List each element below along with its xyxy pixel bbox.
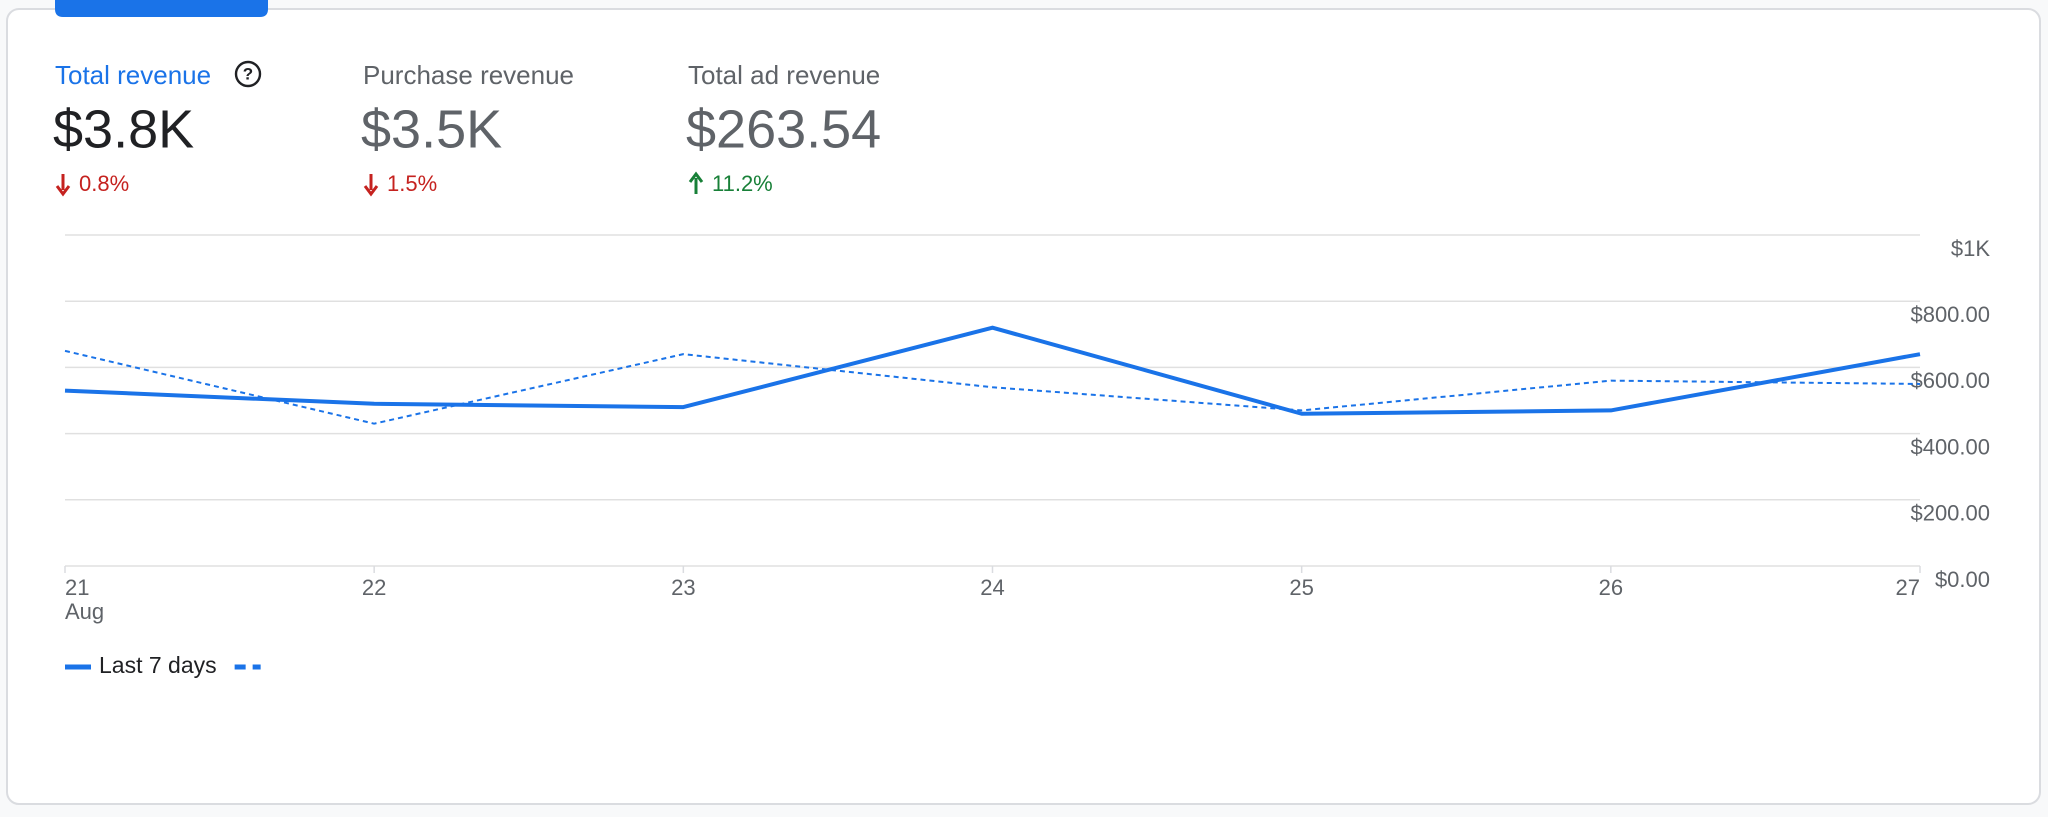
help-icon[interactable]: ? xyxy=(234,60,262,88)
x-tick-label: 24 xyxy=(980,575,1004,600)
x-tick-label: 23 xyxy=(671,575,695,600)
series-line xyxy=(64,349,1921,425)
metric-value: $263.54 xyxy=(686,99,881,159)
legend-label: Last 7 days xyxy=(99,652,217,678)
x-sublabel: Aug xyxy=(65,599,104,624)
tab-label: Purchase revenue xyxy=(363,60,574,90)
card xyxy=(6,8,2041,805)
metric-change: 0.8% xyxy=(79,171,129,196)
help-glyph: ? xyxy=(243,64,253,83)
trend-arrow xyxy=(363,174,379,197)
y-tick-label: $1K xyxy=(1951,236,1990,261)
y-tick-label: $800.00 xyxy=(1910,302,1990,327)
legend-item[interactable]: Last 7 days xyxy=(65,652,217,678)
metric-tab[interactable]: Total ad revenue $263.54 11.2% xyxy=(686,60,881,196)
tab-label: Total revenue xyxy=(55,60,211,90)
y-tick-label: $200.00 xyxy=(1910,501,1990,526)
active-indicator xyxy=(55,0,268,17)
x-tick-label: 21 xyxy=(65,575,89,600)
series-line xyxy=(64,325,1921,416)
trend-arrow xyxy=(55,174,71,197)
metric-change: 11.2% xyxy=(712,171,773,196)
metric-change: 1.5% xyxy=(387,171,437,196)
metric-value: $3.5K xyxy=(361,99,502,159)
metric-tab[interactable]: Purchase revenue $3.5K 1.5% xyxy=(361,60,574,197)
metric-value: $3.8K xyxy=(53,99,194,159)
y-tick-label: $600.00 xyxy=(1910,368,1990,393)
y-tick-label: $0.00 xyxy=(1935,567,1990,592)
x-tick-label: 27 xyxy=(1896,575,1920,600)
x-tick-label: 22 xyxy=(362,575,386,600)
tab-label: Total ad revenue xyxy=(688,60,880,90)
y-tick-label: $400.00 xyxy=(1910,434,1990,459)
x-tick-label: 25 xyxy=(1289,575,1313,600)
help-circle xyxy=(234,60,262,88)
x-tick-label: 26 xyxy=(1599,575,1623,600)
trend-arrow xyxy=(688,171,704,194)
metric-tab[interactable]: Total revenue $3.8K 0.8% xyxy=(53,0,268,197)
